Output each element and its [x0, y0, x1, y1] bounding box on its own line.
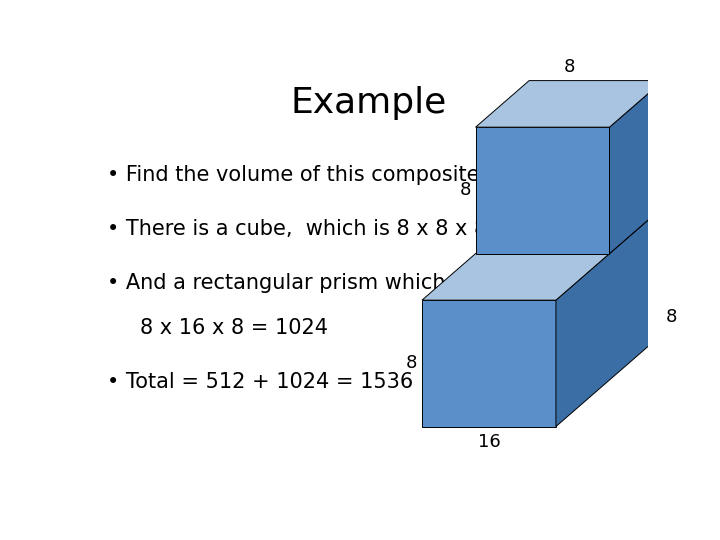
- Text: 8: 8: [564, 58, 575, 77]
- Polygon shape: [422, 207, 663, 300]
- Polygon shape: [610, 80, 663, 254]
- Text: Example: Example: [291, 85, 447, 119]
- Polygon shape: [422, 300, 556, 427]
- Polygon shape: [476, 80, 663, 127]
- Text: • There is a cube,  which is 8 x 8 x 8 = 512: • There is a cube, which is 8 x 8 x 8 = …: [107, 219, 557, 239]
- Polygon shape: [476, 127, 610, 254]
- Text: • Total = 512 + 1024 = 1536: • Total = 512 + 1024 = 1536: [107, 373, 413, 393]
- Text: 16: 16: [477, 433, 500, 451]
- Text: • Find the volume of this composite figure: • Find the volume of this composite figu…: [107, 165, 546, 185]
- Text: 8 x 16 x 8 = 1024: 8 x 16 x 8 = 1024: [140, 319, 328, 339]
- Polygon shape: [556, 207, 663, 427]
- Text: 8: 8: [406, 354, 418, 373]
- Text: • And a rectangular prism which is: • And a rectangular prism which is: [107, 273, 469, 293]
- Text: 8: 8: [460, 181, 471, 199]
- Text: 8: 8: [666, 308, 678, 326]
